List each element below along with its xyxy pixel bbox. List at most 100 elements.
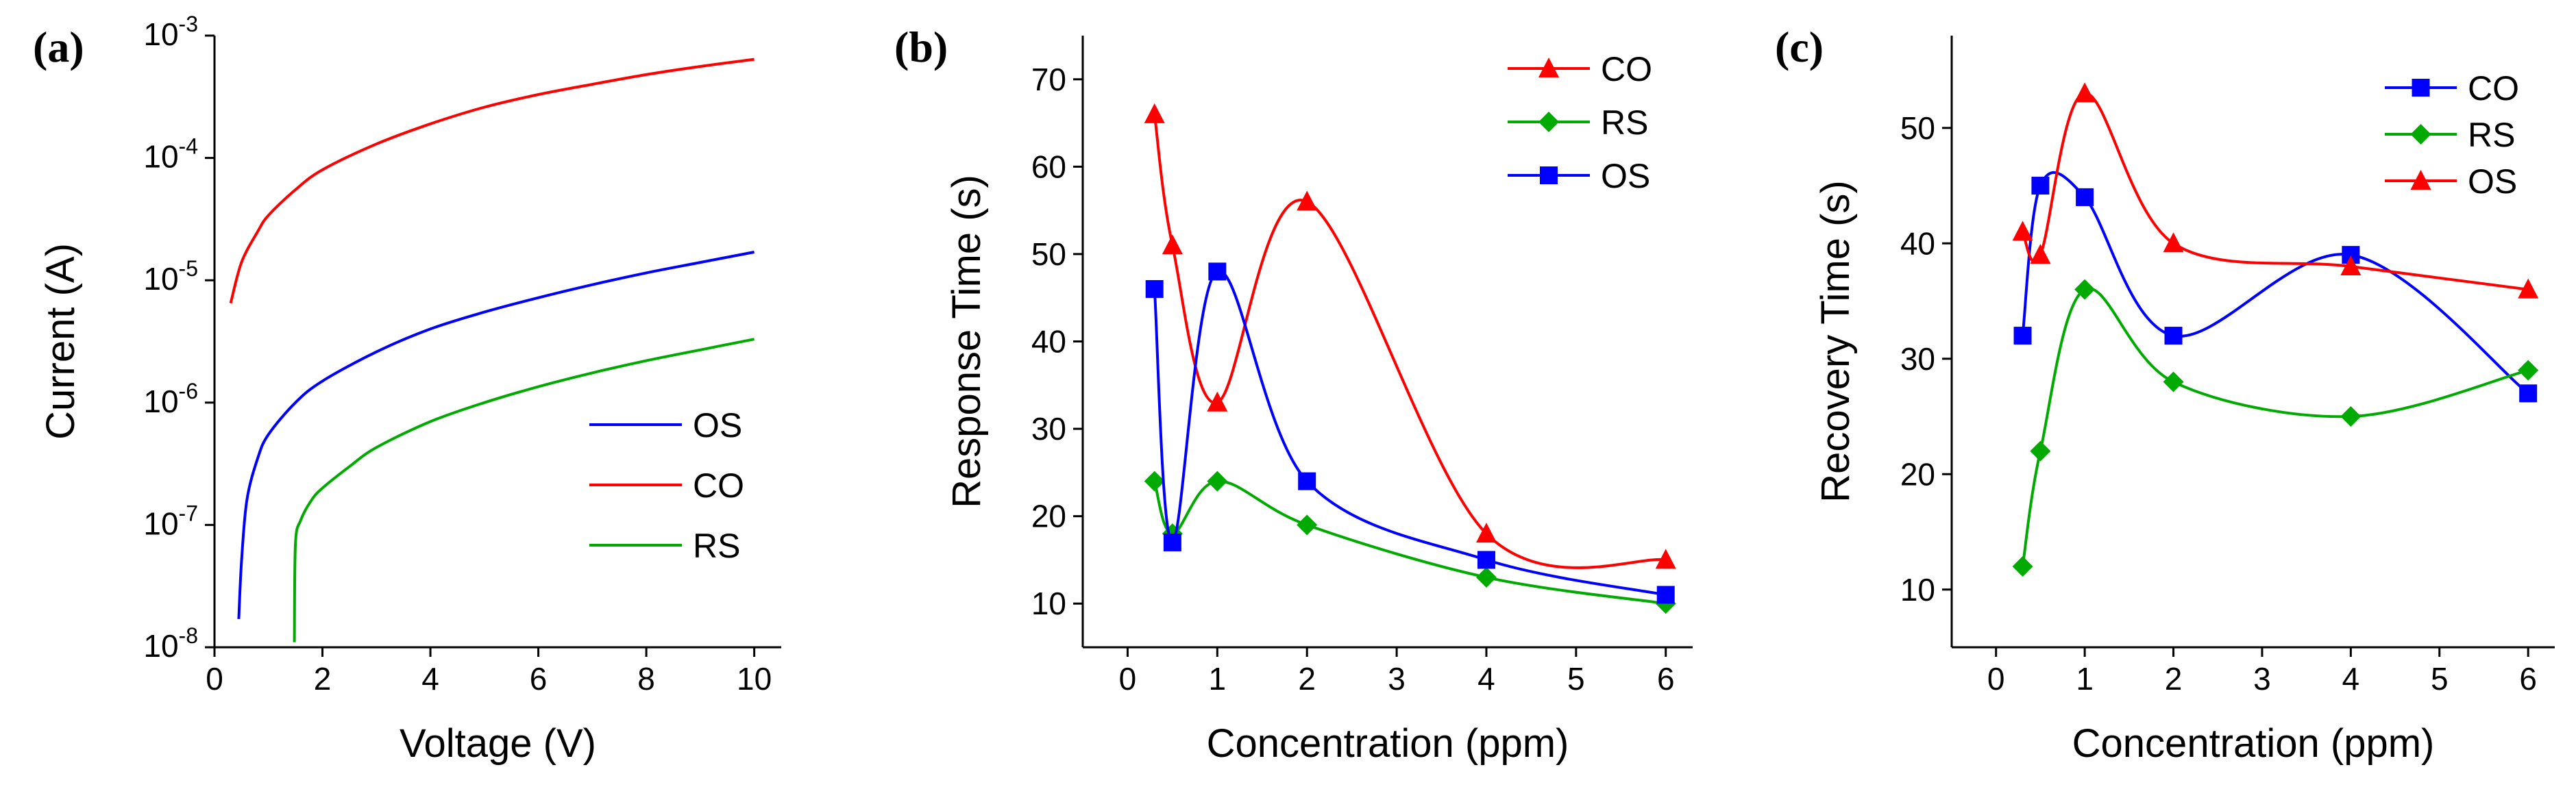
panel-label: (b) (894, 23, 948, 71)
y-tick-base: 10 (143, 261, 178, 297)
series-rs (2012, 279, 2539, 577)
x-tick-label: 5 (1567, 661, 1585, 697)
data-point (1477, 551, 1495, 569)
legend: OS CO RS (589, 406, 744, 565)
x-tick-label: 0 (1119, 661, 1137, 697)
y-tick-label: 10 (1900, 572, 1935, 608)
x-tick-label: 5 (2431, 661, 2449, 697)
y-tick-base: 10 (143, 628, 178, 664)
data-point (1475, 523, 1497, 543)
data-point (1144, 471, 1165, 492)
data-point (2518, 360, 2539, 381)
data-point (2013, 327, 2032, 345)
x-tick-label: 4 (1477, 661, 1495, 697)
y-tick-label: 60 (1031, 149, 1066, 184)
y-tick-label: 10-8 (143, 623, 198, 664)
y-tick-exponent: -8 (179, 623, 198, 648)
panel-label: (c) (1775, 23, 1824, 71)
data-point (1207, 391, 1228, 412)
data-point (2518, 278, 2539, 299)
legend-marker (1538, 58, 1559, 77)
x-tick-label: 6 (1657, 661, 1675, 697)
y-tick-label: 10-4 (143, 134, 198, 175)
legend-label: CO (1601, 50, 1652, 88)
y-tick-label: 10-6 (143, 379, 198, 419)
data-point (2340, 406, 2362, 427)
y-tick-label: 10-3 (143, 12, 198, 52)
y-tick-exponent: -6 (179, 379, 198, 403)
data-point (2519, 384, 2538, 403)
data-point (1207, 471, 1228, 492)
y-tick-label: 50 (1900, 110, 1935, 146)
legend-label: CO (693, 466, 744, 505)
y-tick-label: 40 (1900, 225, 1935, 261)
legend-label: OS (1601, 157, 1650, 195)
x-tick-label: 2 (2165, 661, 2183, 697)
y-axis-title: Current (A) (38, 243, 83, 440)
y-tick-base: 10 (143, 505, 178, 541)
x-tick-label: 3 (1388, 661, 1406, 697)
x-tick-label: 0 (206, 661, 223, 697)
data-point (2012, 556, 2033, 577)
x-tick-label: 10 (737, 661, 772, 697)
series-os (2012, 82, 2539, 299)
legend-marker (1540, 166, 1558, 184)
legend: CO RS OS (2385, 69, 2519, 201)
data-point (2163, 371, 2184, 392)
x-tick-label: 4 (421, 661, 439, 697)
panel-label: (a) (33, 23, 84, 71)
data-point (1144, 103, 1165, 123)
series-co (229, 58, 755, 304)
data-point (2012, 221, 2033, 241)
data-point (1297, 514, 1318, 536)
data-point (2074, 82, 2096, 103)
chart-panel-b: (b) 0 1 2 3 4 5 6 10 20 30 40 50 60 70 Concentration (p… (894, 23, 1693, 766)
chart-panel-c: (c) 0 1 2 3 4 5 6 10 20 30 40 50 Concentration (ppm) R… (1775, 23, 2555, 766)
x-axis-title: Concentration (ppm) (2072, 721, 2435, 766)
y-tick-exponent: -4 (179, 134, 198, 159)
data-point (1297, 190, 1318, 211)
y-tick-exponent: -7 (179, 501, 198, 525)
y-tick-base: 10 (143, 139, 178, 175)
series-line (229, 58, 755, 304)
x-tick-label: 2 (314, 661, 332, 697)
data-point (1162, 234, 1183, 255)
x-tick-label: 1 (2076, 661, 2094, 697)
data-point (2164, 327, 2183, 345)
y-tick-label: 70 (1031, 62, 1066, 97)
data-point (2030, 440, 2051, 462)
y-tick-label: 20 (1031, 499, 1066, 534)
legend: CO RS OS (1508, 50, 1652, 195)
x-tick-label: 6 (2519, 661, 2537, 697)
y-tick-label: 10 (1031, 586, 1066, 621)
y-tick-exponent: -5 (179, 256, 198, 281)
x-axis-title: Concentration (ppm) (1207, 721, 1569, 766)
legend-label: RS (693, 527, 740, 565)
legend-label: CO (2468, 69, 2519, 108)
y-axis-title: Recovery Time (s) (1813, 180, 1858, 503)
series-line (237, 251, 755, 619)
y-tick-label: 10-5 (143, 256, 198, 297)
data-point (2030, 244, 2051, 264)
legend-label: RS (2468, 116, 2515, 154)
data-point (1208, 262, 1227, 281)
x-tick-label: 2 (1298, 661, 1316, 697)
x-tick-label: 0 (1987, 661, 2005, 697)
legend-marker (1538, 112, 1559, 132)
data-point (2163, 232, 2184, 253)
data-point (2031, 177, 2050, 195)
series-line (293, 338, 755, 642)
y-tick-exponent: -3 (179, 12, 198, 36)
legend-label: OS (693, 406, 742, 445)
y-tick-label: 20 (1900, 456, 1935, 492)
x-axis-title: Voltage (V) (400, 721, 596, 766)
legend-marker (2412, 79, 2430, 97)
data-point (1655, 549, 1676, 569)
legend-label: OS (2468, 162, 2517, 201)
legend-marker (2410, 170, 2431, 190)
y-tick-label: 50 (1031, 236, 1066, 272)
data-point (2076, 188, 2094, 206)
data-point (1475, 566, 1497, 588)
x-tick-label: 3 (2253, 661, 2271, 697)
data-point (2340, 255, 2362, 275)
